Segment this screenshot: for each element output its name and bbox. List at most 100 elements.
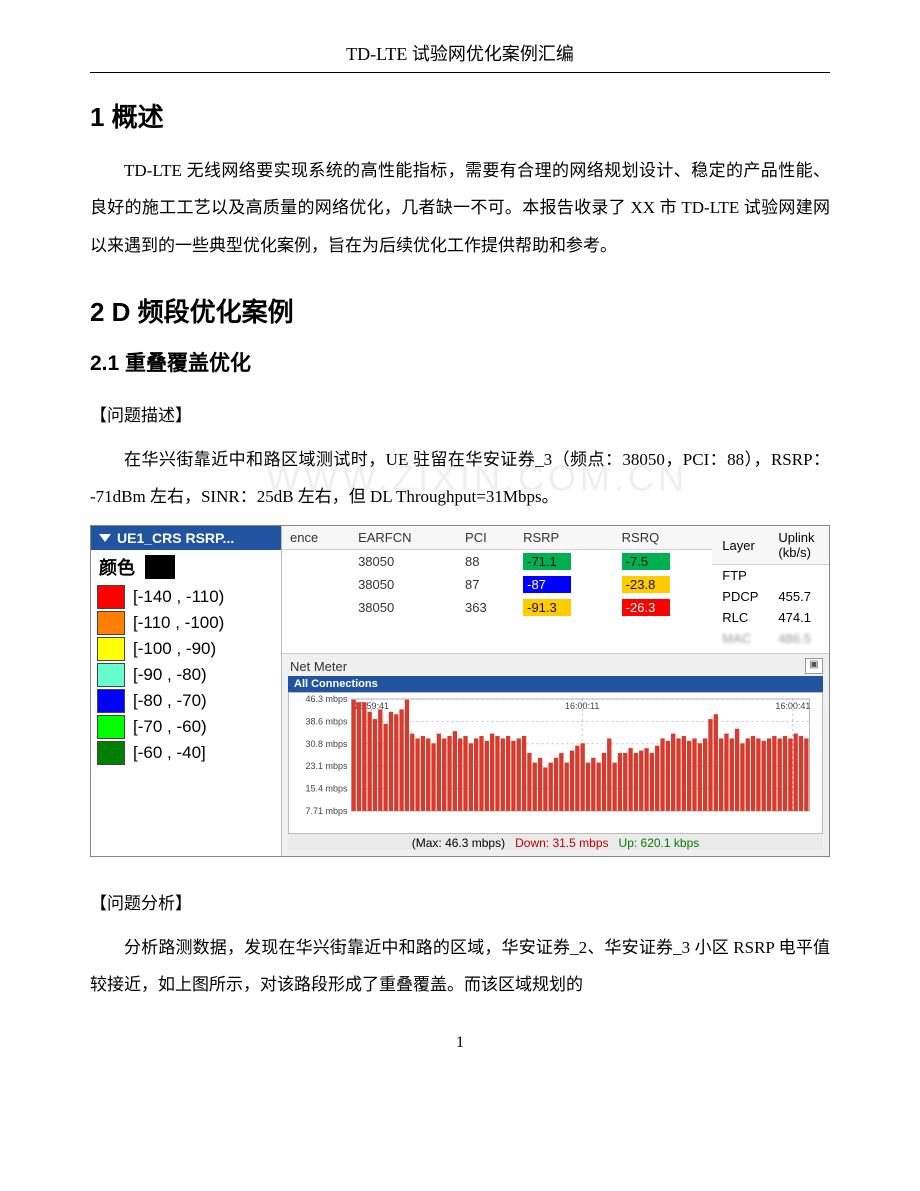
net-meter-titlebar: Net Meter ▣ [288,656,823,676]
heading-1: 1 概述 [90,97,830,134]
legend-header-swatch [145,555,175,579]
table-header[interactable]: Layer [712,526,768,565]
legend-label: [-140 , -110) [133,587,224,607]
table-cell: -71.1 [515,550,614,574]
svg-text:7.71 mbps: 7.71 mbps [305,806,348,816]
table-cell: FTP [712,565,768,587]
legend-swatch [97,611,125,635]
legend-title-text: UE1_CRS RSRP... [117,530,234,546]
paragraph-problem-desc: 在华兴街靠近中和路区域测试时，UE 驻留在华安证券_3（频点：38050，PCI… [90,441,830,516]
table-row[interactable]: 38050363-91.3-26.3 [282,596,712,619]
svg-text:15.4 mbps: 15.4 mbps [305,784,348,794]
table-header[interactable]: Uplink (kb/s) [768,526,829,565]
table-cell [768,565,829,587]
table-cell: 474.1 [768,607,829,628]
table-cell: RLC [712,607,768,628]
table-cell: -23.8 [614,573,713,596]
throughput-chart-svg: 46.3 mbps 38.6 mbps 30.8 mbps 23.1 mbps 15.4… [289,693,822,833]
net-meter-band: All Connections [288,676,823,692]
table-cell: -26.3 [614,596,713,619]
table-cell [282,550,350,574]
table-cell: 486.5 [768,628,829,649]
layer-table: LayerUplink (kb/s) FTPPDCP455.7RLC474.1M… [712,526,829,649]
page-number: 1 [90,1034,830,1052]
legend-item[interactable]: [-100 , -90) [91,636,281,662]
legend-item[interactable]: [-60 , -40] [91,740,281,766]
table-cell: 88 [457,550,515,574]
legend-label: [-70 , -60) [133,717,207,737]
table-header[interactable]: EARFCN [350,526,457,550]
table-header[interactable]: RSRQ [614,526,713,550]
table-cell: 363 [457,596,515,619]
legend-label: [-90 , -80) [133,665,207,685]
rsrp-table-body: 3805088-71.1-7.53805087-87-23.838050363-… [282,550,712,620]
paragraph-analysis: 分析路测数据，发现在华兴街靠近中和路的区域，华安证券_2、华安证券_3 小区 R… [90,929,830,1004]
net-meter-title: Net Meter [290,659,347,674]
nm-up: Up: 620.1 kbps [619,836,700,850]
tables-row: enceEARFCNPCIRSRPRSRQ 3805088-71.1-7.538… [282,526,829,653]
rsrp-table-head: enceEARFCNPCIRSRPRSRQ [282,526,712,550]
legend-item[interactable]: [-80 , -70) [91,688,281,714]
right-column: enceEARFCNPCIRSRPRSRQ 3805088-71.1-7.538… [282,526,829,856]
layer-table-body: FTPPDCP455.7RLC474.1MAC486.5 [712,565,829,650]
legend-label: [-100 , -90) [133,639,216,659]
svg-text:23.1 mbps: 23.1 mbps [305,762,348,772]
label-problem-analysis: 【问题分析】 [90,885,830,922]
svg-text:16:00:41: 16:00:41 [775,701,810,711]
legend-item[interactable]: [-110 , -100) [91,610,281,636]
net-meter-footer: (Max: 46.3 mbps) Down: 31.5 mbps Up: 620… [288,834,823,850]
table-header[interactable]: PCI [457,526,515,550]
nm-down: Down: 31.5 mbps [515,836,608,850]
svg-text:16:00:11: 16:00:11 [565,701,599,711]
table-cell: MAC [712,628,768,649]
paragraph-intro: TD-LTE 无线网络要实现系统的高性能指标，需要有合理的网络规划设计、稳定的产… [90,152,830,264]
table-row[interactable]: FTP [712,565,829,587]
table-row[interactable]: MAC486.5 [712,628,829,649]
measurement-screenshot: UE1_CRS RSRP... 颜色 [-140 , -110) [-110 , … [90,525,830,857]
table-row[interactable]: 3805087-87-23.8 [282,573,712,596]
table-row[interactable]: RLC474.1 [712,607,829,628]
document-page: TD-LTE 试验网优化案例汇编 1 概述 TD-LTE 无线网络要实现系统的高… [0,0,920,1092]
legend-swatch [97,689,125,713]
legend-swatch [97,637,125,661]
heading-2-1: 2.1 重叠覆盖优化 [90,347,830,377]
legend-items: [-140 , -110) [-110 , -100) [-100 , -90) [-… [91,584,281,766]
legend-swatch [97,741,125,765]
svg-text:30.8 mbps: 30.8 mbps [305,739,348,749]
table-cell: 38050 [350,596,457,619]
legend-item[interactable]: [-140 , -110) [91,584,281,610]
svg-text:38.6 mbps: 38.6 mbps [305,717,348,727]
doc-header: TD-LTE 试验网优化案例汇编 [90,40,830,73]
paragraph-problem-desc-text: 在华兴街靠近中和路区域测试时，UE 驻留在华安证券_3（频点：38050，PCI… [90,450,830,506]
dropdown-icon [99,534,111,542]
rsrp-legend-panel: UE1_CRS RSRP... 颜色 [-140 , -110) [-110 , … [91,526,282,856]
nm-max: (Max: 46.3 mbps) [412,836,505,850]
table-cell: -91.3 [515,596,614,619]
table-cell: -87 [515,573,614,596]
close-icon[interactable]: ▣ [805,658,823,674]
table-header[interactable]: RSRP [515,526,614,550]
legend-label: [-60 , -40] [133,743,206,763]
table-cell: 87 [457,573,515,596]
legend-swatch [97,715,125,739]
legend-swatch [97,663,125,687]
table-cell: -7.5 [614,550,713,574]
legend-item[interactable]: [-70 , -60) [91,714,281,740]
table-cell [282,596,350,619]
table-row[interactable]: PDCP455.7 [712,586,829,607]
legend-title-bar[interactable]: UE1_CRS RSRP... [91,526,281,550]
legend-item[interactable]: [-90 , -80) [91,662,281,688]
table-row[interactable]: 3805088-71.1-7.5 [282,550,712,574]
net-meter-panel: Net Meter ▣ All Connections 46.3 mbps 38.… [282,653,829,856]
legend-header-row: 颜色 [91,550,281,584]
layer-table-head: LayerUplink (kb/s) [712,526,829,565]
legend-label: [-110 , -100) [133,613,224,633]
table-cell: PDCP [712,586,768,607]
legend-swatch [97,585,125,609]
table-cell: 455.7 [768,586,829,607]
table-cell: 38050 [350,550,457,574]
rsrp-table: enceEARFCNPCIRSRPRSRQ 3805088-71.1-7.538… [282,526,712,619]
table-cell [282,573,350,596]
svg-text:46.3 mbps: 46.3 mbps [305,694,348,704]
table-header[interactable]: ence [282,526,350,550]
